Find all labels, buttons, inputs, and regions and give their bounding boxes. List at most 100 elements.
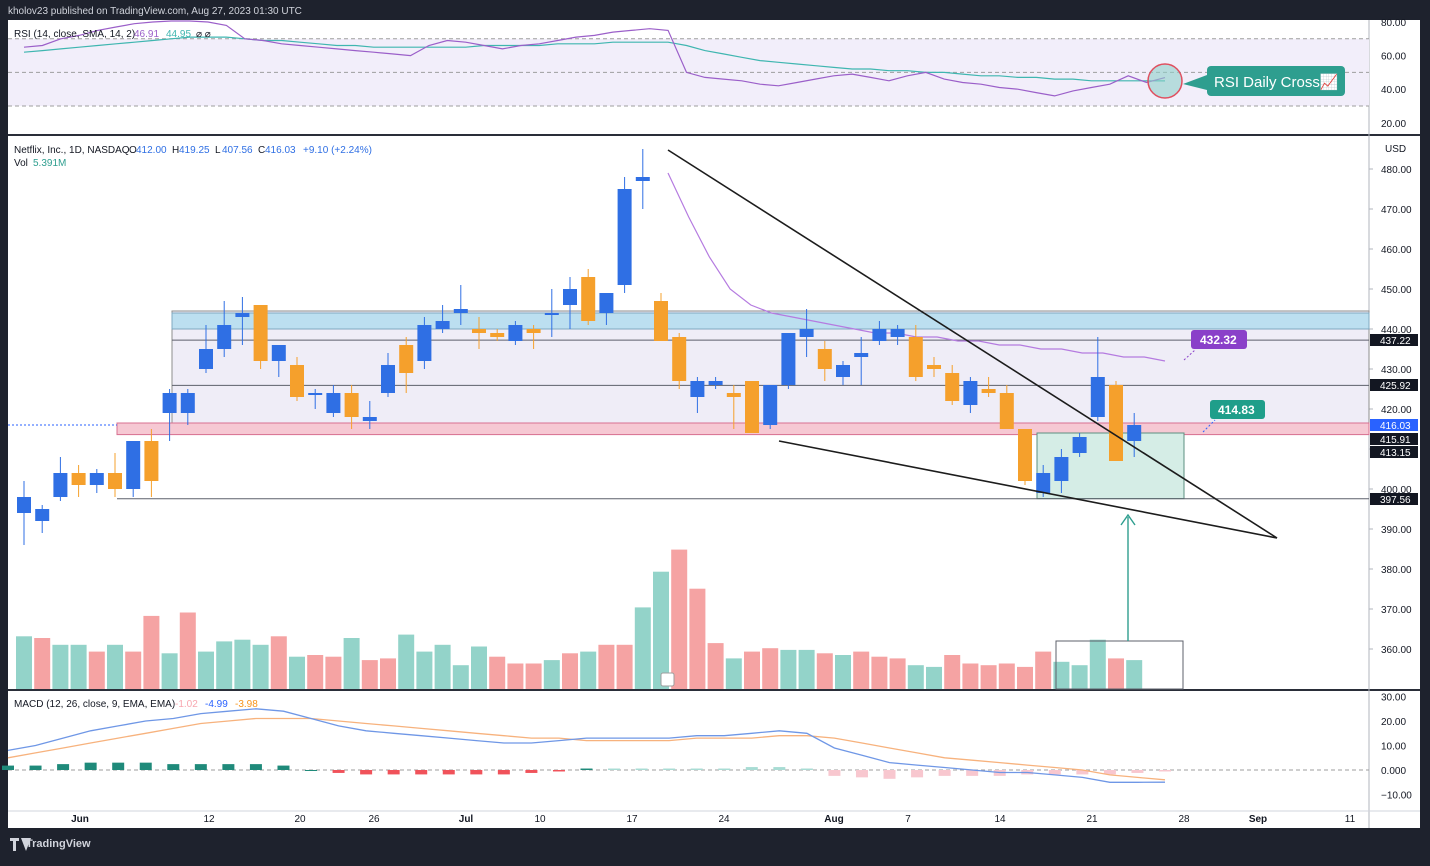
candle-body <box>763 385 778 425</box>
volume-bar <box>744 651 760 689</box>
macd-histogram-bar <box>415 770 428 775</box>
ma-label-connector <box>1183 349 1196 361</box>
price-tag-text: 413.15 <box>1380 448 1411 459</box>
volume-bar <box>816 653 833 689</box>
macd-histogram-bar <box>167 764 180 770</box>
candle-body <box>654 301 668 341</box>
volume-bar <box>161 653 178 689</box>
candle-body <box>872 329 887 341</box>
candle-body <box>708 381 723 385</box>
high-value: 419.25 <box>179 145 210 156</box>
price-tag-text: 437.22 <box>1380 336 1411 347</box>
candle-body <box>745 381 759 433</box>
close-label: C <box>258 145 265 156</box>
price-tag-box <box>1370 334 1418 346</box>
ma-value-label-box <box>1191 330 1247 349</box>
candle-body <box>108 473 122 489</box>
candle-body <box>581 277 596 321</box>
low-label: L <box>215 145 221 156</box>
rsi-sma-line <box>23 36 1166 82</box>
candle-body <box>963 381 978 405</box>
price-axis-label: 460.00 <box>1381 245 1412 256</box>
candle-body <box>890 329 905 337</box>
candle-body <box>1036 473 1051 493</box>
candle-body <box>817 349 832 369</box>
macd-histogram-bar <box>718 768 731 770</box>
candle-body <box>1018 429 1032 481</box>
time-axis-label: 26 <box>368 814 380 825</box>
low-value: 407.56 <box>222 145 253 156</box>
volume-bar <box>598 644 615 689</box>
time-axis-label: Sep <box>1249 814 1267 825</box>
volume-bar <box>270 636 287 689</box>
price-axis-label: 370.00 <box>1381 605 1412 616</box>
macd-histogram-bar <box>608 768 621 770</box>
candle-body <box>253 305 268 361</box>
candle-body <box>89 473 104 485</box>
price-tag-box <box>1370 379 1418 391</box>
volume-bar <box>489 656 506 689</box>
volume-bar <box>234 639 251 689</box>
volume-bar <box>289 656 305 689</box>
rsi-axis-label: 20.00 <box>1381 119 1406 130</box>
macd-histogram-bar <box>773 767 786 770</box>
macd-histogram-bar <box>828 770 841 776</box>
candle-body <box>162 393 177 413</box>
candle-body <box>508 325 523 341</box>
volume-value: 5.391M <box>33 158 66 169</box>
volume-bar <box>926 666 942 689</box>
macd-histogram-bar <box>525 770 538 773</box>
macd-histogram-bar <box>552 770 565 772</box>
candle-body <box>799 329 814 337</box>
candle-body <box>544 313 559 315</box>
candle-body <box>1072 437 1087 453</box>
candle-body <box>35 509 50 521</box>
macd-axis-label: 10.00 <box>1381 742 1406 753</box>
volume-bar <box>762 648 779 689</box>
volume-bar <box>835 655 851 689</box>
price-axis-label: 360.00 <box>1381 645 1412 656</box>
macd-histogram-bar <box>911 770 924 778</box>
volume-bar <box>798 649 815 689</box>
macd-histogram-bar <box>1048 770 1061 775</box>
macd-histogram-bar <box>938 770 951 776</box>
volume-bar <box>471 646 487 689</box>
volume-bar <box>88 651 105 689</box>
time-axis-label: Jul <box>459 814 474 825</box>
candle-body <box>308 393 323 395</box>
macd-histogram-bar <box>442 770 455 775</box>
time-axis-label: Jun <box>71 814 89 825</box>
macd-axis-label: 20.00 <box>1381 717 1406 728</box>
volume-bar <box>70 644 87 689</box>
volume-bar <box>653 571 669 689</box>
price-axis-label: 480.00 <box>1381 165 1412 176</box>
candle-body <box>1090 377 1105 417</box>
price-label-connector <box>1202 419 1216 433</box>
candle-body <box>1109 385 1123 461</box>
lower-trendline <box>778 440 1278 539</box>
rsi-callout-pointer <box>1183 75 1207 90</box>
volume-bar <box>580 651 597 689</box>
candle-body <box>690 381 705 397</box>
price-axis-label: 420.00 <box>1381 405 1412 416</box>
volume-bar <box>398 634 415 689</box>
macd-axis-label: 30.00 <box>1381 693 1406 704</box>
price-value-label-box <box>1210 400 1265 419</box>
volume-bar <box>853 651 870 689</box>
macd-histogram-bar <box>1131 770 1144 773</box>
candle-body <box>271 345 286 361</box>
macd-histogram-bar <box>332 770 345 773</box>
volume-bar <box>125 651 142 689</box>
rsi-indicator-label: RSI (14, close, SMA, 14, 2) <box>14 29 135 40</box>
volume-bar <box>616 644 633 689</box>
candle-body <box>563 289 577 305</box>
volume-bar <box>325 656 342 689</box>
time-axis-label: 11 <box>1345 814 1356 825</box>
candle-body <box>999 393 1014 429</box>
candle-body <box>417 325 432 361</box>
candle-body <box>217 325 232 349</box>
volume-highlight-box <box>1055 640 1184 690</box>
macd-histogram-bar <box>745 767 758 770</box>
